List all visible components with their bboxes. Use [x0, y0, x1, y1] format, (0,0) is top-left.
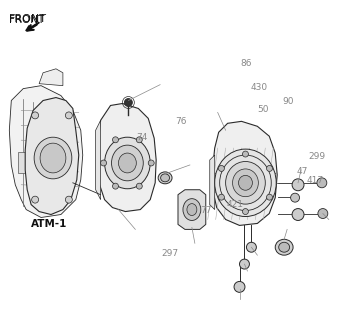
Ellipse shape: [233, 169, 258, 197]
Circle shape: [136, 183, 142, 189]
Polygon shape: [39, 69, 63, 86]
Circle shape: [65, 196, 72, 203]
Circle shape: [218, 165, 224, 172]
Ellipse shape: [275, 239, 293, 255]
Circle shape: [317, 178, 327, 188]
Polygon shape: [18, 152, 33, 173]
Text: ATM-1: ATM-1: [31, 220, 68, 229]
Ellipse shape: [34, 137, 72, 179]
Polygon shape: [213, 121, 277, 225]
Circle shape: [65, 112, 72, 119]
Polygon shape: [25, 98, 79, 214]
Text: 86: 86: [240, 59, 252, 68]
Circle shape: [218, 194, 224, 200]
Polygon shape: [210, 155, 215, 210]
Circle shape: [291, 193, 299, 202]
Text: 47: 47: [296, 167, 308, 176]
Circle shape: [148, 160, 154, 166]
Circle shape: [113, 137, 119, 143]
Circle shape: [124, 99, 132, 107]
Ellipse shape: [40, 143, 66, 173]
Circle shape: [242, 209, 249, 214]
Text: 421: 421: [226, 200, 243, 209]
Text: 77: 77: [200, 206, 211, 215]
Circle shape: [292, 179, 304, 191]
Ellipse shape: [119, 153, 136, 173]
Text: 50: 50: [258, 105, 269, 114]
Circle shape: [318, 209, 328, 219]
Text: 90: 90: [282, 97, 294, 106]
Circle shape: [32, 112, 39, 119]
Ellipse shape: [112, 145, 143, 181]
Text: FRONT: FRONT: [9, 15, 45, 25]
Text: FRONT: FRONT: [9, 14, 47, 24]
Polygon shape: [96, 120, 101, 200]
Circle shape: [242, 151, 249, 157]
Ellipse shape: [187, 204, 197, 215]
Circle shape: [267, 165, 273, 172]
Text: 299: 299: [309, 152, 326, 161]
Ellipse shape: [104, 137, 150, 189]
Circle shape: [246, 242, 256, 252]
Ellipse shape: [183, 199, 201, 220]
Polygon shape: [9, 86, 83, 218]
Circle shape: [101, 160, 107, 166]
Circle shape: [240, 259, 250, 269]
Text: 430: 430: [251, 83, 268, 92]
Ellipse shape: [239, 175, 252, 190]
Circle shape: [136, 137, 142, 143]
Ellipse shape: [158, 172, 172, 184]
Ellipse shape: [225, 162, 265, 204]
Text: 417: 417: [307, 176, 324, 185]
Circle shape: [113, 183, 119, 189]
Ellipse shape: [161, 174, 170, 182]
Text: 297: 297: [161, 249, 178, 258]
Polygon shape: [98, 103, 156, 212]
Polygon shape: [178, 190, 206, 229]
Ellipse shape: [279, 242, 290, 252]
Circle shape: [234, 281, 245, 292]
Circle shape: [32, 196, 39, 203]
Text: 74: 74: [137, 133, 148, 142]
Circle shape: [267, 194, 273, 200]
Text: 76: 76: [175, 117, 187, 126]
Ellipse shape: [215, 149, 276, 217]
Circle shape: [292, 209, 304, 220]
